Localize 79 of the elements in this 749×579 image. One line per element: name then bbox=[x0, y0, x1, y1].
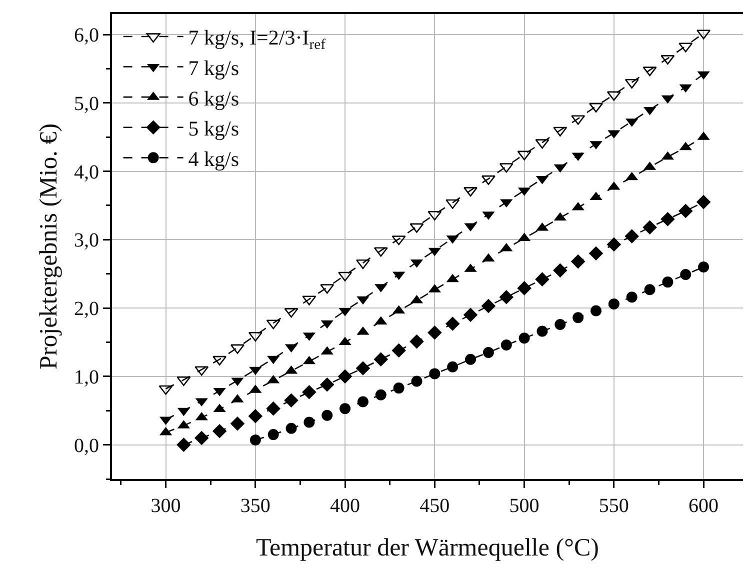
point bbox=[500, 339, 512, 350]
point bbox=[662, 276, 674, 288]
point bbox=[678, 204, 693, 218]
point bbox=[176, 438, 191, 452]
point bbox=[392, 343, 406, 358]
point bbox=[304, 416, 315, 428]
x-axis-title: Temperatur der Wärmequelle (°C) bbox=[256, 534, 600, 562]
point bbox=[284, 393, 298, 408]
point bbox=[393, 382, 404, 394]
point bbox=[212, 424, 227, 438]
legend-label: 7 kg/s, I=2/3·I$_{ref}$ bbox=[188, 26, 326, 54]
point bbox=[624, 229, 640, 244]
point bbox=[248, 408, 263, 424]
point bbox=[320, 377, 334, 392]
y-tick-label: 4,0 bbox=[74, 161, 99, 184]
point bbox=[465, 354, 476, 365]
point bbox=[499, 290, 514, 304]
legend-label: 5 kg/s bbox=[188, 116, 240, 141]
point bbox=[606, 237, 622, 252]
point bbox=[554, 318, 566, 330]
point bbox=[535, 272, 550, 286]
x-tick-label: 550 bbox=[598, 495, 629, 517]
point bbox=[429, 368, 440, 380]
point bbox=[230, 416, 245, 431]
y-tick-label: 0,0 bbox=[74, 434, 99, 457]
point bbox=[588, 246, 604, 260]
y-tick-label: 3,0 bbox=[74, 230, 99, 252]
point bbox=[194, 430, 209, 446]
point bbox=[266, 401, 280, 416]
legend-label: 4 kg/s bbox=[188, 146, 240, 171]
x-tick-label: 450 bbox=[420, 495, 450, 517]
point bbox=[626, 292, 638, 303]
y-axis-title: Projektergebnis (Mio. €) bbox=[35, 123, 62, 370]
point bbox=[410, 334, 424, 349]
legend-label: 6 kg/s bbox=[188, 86, 240, 110]
point bbox=[286, 422, 297, 434]
y-tick-label: 6,0 bbox=[74, 24, 99, 47]
point bbox=[445, 316, 460, 331]
point bbox=[608, 298, 620, 310]
point bbox=[374, 352, 388, 366]
y-tick-label: 5,0 bbox=[74, 92, 99, 115]
x-tick-label: 500 bbox=[509, 495, 540, 517]
point bbox=[411, 376, 422, 387]
point bbox=[517, 281, 532, 296]
point bbox=[322, 410, 333, 421]
x-tick-label: 400 bbox=[330, 495, 360, 517]
point bbox=[447, 361, 458, 372]
point bbox=[642, 220, 657, 234]
x-tick-label: 350 bbox=[240, 495, 270, 517]
point bbox=[482, 346, 494, 358]
point bbox=[644, 284, 656, 296]
point bbox=[553, 263, 568, 278]
point bbox=[340, 403, 351, 414]
point bbox=[572, 312, 584, 324]
point bbox=[590, 305, 602, 316]
point bbox=[536, 326, 548, 337]
y-tick-label: 2,0 bbox=[74, 298, 99, 320]
point bbox=[268, 429, 279, 440]
point bbox=[357, 396, 368, 408]
point bbox=[428, 210, 442, 221]
point bbox=[302, 385, 316, 400]
legend-label: 7 kg/s bbox=[188, 56, 240, 80]
point bbox=[375, 389, 386, 400]
x-tick-label: 300 bbox=[150, 495, 181, 517]
point bbox=[338, 369, 352, 384]
point bbox=[696, 194, 711, 210]
point bbox=[481, 298, 496, 314]
y-tick-label: 1,0 bbox=[74, 366, 99, 388]
x-tick-label: 600 bbox=[688, 495, 719, 517]
point bbox=[698, 262, 710, 273]
point bbox=[250, 434, 261, 446]
point bbox=[624, 78, 639, 89]
point bbox=[428, 326, 442, 340]
point bbox=[660, 212, 675, 226]
point bbox=[680, 269, 692, 280]
point bbox=[356, 361, 370, 376]
point bbox=[570, 254, 586, 269]
point bbox=[463, 308, 478, 322]
point bbox=[518, 332, 530, 344]
